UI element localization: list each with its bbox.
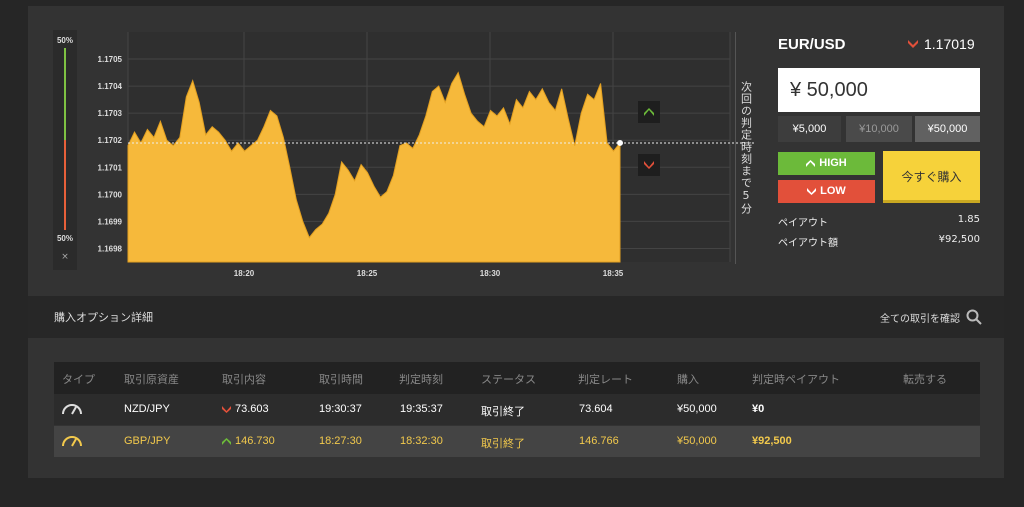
col-asset: 取引原資産: [124, 373, 179, 386]
y-tick-label: 1.1700: [98, 190, 123, 199]
row-expiry: 19:35:37: [400, 403, 443, 415]
row-time: 19:30:37: [319, 403, 362, 415]
row-payout: ¥92,500: [752, 435, 792, 447]
col-type: タイプ: [62, 373, 95, 386]
high-arrow-icon: [644, 108, 654, 116]
y-tick-label: 1.1702: [98, 136, 123, 145]
col-time: 取引時間: [319, 373, 363, 386]
sentiment-bottom-label: 50%: [56, 234, 73, 243]
row-rate: 73.604: [579, 403, 613, 415]
y-tick-label: 1.1703: [98, 109, 123, 118]
row-expiry: 18:32:30: [400, 435, 443, 447]
buy-now-button[interactable]: 今すぐ購入: [883, 151, 980, 203]
row-status: 取引終了: [481, 438, 525, 450]
gauge-icon: [62, 436, 82, 447]
details-header: [28, 296, 1004, 338]
y-tick-label: 1.1699: [98, 217, 123, 226]
low-arrow-icon: [807, 187, 817, 195]
row-rate: 146.766: [579, 435, 619, 447]
high-button[interactable]: HIGH: [778, 152, 875, 175]
col-resell: 転売する: [903, 373, 947, 386]
row-time: 18:27:30: [319, 435, 362, 447]
current-rate: 1.17019: [908, 36, 975, 52]
row-content: 73.603: [222, 403, 269, 415]
gauge-icon: [62, 404, 82, 415]
y-tick-label: 1.1698: [98, 244, 123, 253]
chart-high-button[interactable]: [638, 101, 660, 123]
col-status: ステータス: [481, 373, 536, 386]
table-row[interactable]: [54, 426, 980, 457]
search-icon: [966, 309, 982, 325]
low-arrow-icon: [222, 405, 231, 413]
payout-amount-row: ペイアウト額 ¥92,500: [778, 234, 980, 249]
x-tick-label: 18:20: [234, 269, 255, 278]
high-arrow-icon: [806, 159, 816, 167]
col-buy: 購入: [677, 373, 699, 386]
chart-low-button[interactable]: [638, 154, 660, 176]
row-status: 取引終了: [481, 406, 525, 418]
row-buy: ¥50,000: [677, 403, 717, 415]
col-expiry: 判定時刻: [399, 373, 443, 386]
preset-50000-button[interactable]: ¥50,000: [915, 116, 980, 142]
price-area: [127, 71, 621, 263]
col-payout: 判定時ペイアウト: [752, 373, 840, 386]
close-icon[interactable]: ×: [61, 252, 69, 262]
preset-5000-button[interactable]: ¥5,000: [778, 116, 841, 142]
row-buy: ¥50,000: [677, 435, 717, 447]
deadline-countdown: 次回の判定時刻まで5分: [735, 32, 755, 264]
y-tick-label: 1.1704: [98, 82, 123, 91]
price-chart: 1.1705 1.1704 1.1703 1.1702 1.1701 1.1700 1.16…: [98, 32, 755, 278]
x-tick-label: 18:30: [480, 269, 501, 278]
x-tick-label: 18:35: [603, 269, 624, 278]
asset-pair: EUR/USD: [778, 36, 846, 53]
low-button[interactable]: LOW: [778, 180, 875, 203]
payout-row: ペイアウト 1.85: [778, 214, 980, 229]
table-header: [54, 362, 980, 394]
row-asset: GBP/JPY: [124, 435, 171, 447]
row-payout: ¥0: [752, 403, 765, 415]
all-trades-link[interactable]: 全ての取引を確認: [880, 309, 982, 325]
x-tick-label: 18:25: [357, 269, 378, 278]
row-asset: NZD/JPY: [124, 403, 170, 415]
table-row[interactable]: [54, 394, 980, 425]
col-content: 取引内容: [222, 373, 266, 386]
details-title: 購入オプション詳細: [54, 311, 153, 324]
sentiment-high-line: [64, 48, 66, 140]
down-arrow-icon: [908, 40, 918, 48]
y-tick-label: 1.1705: [98, 55, 123, 64]
current-price-dot: [617, 139, 623, 146]
col-rate: 判定レート: [578, 373, 633, 386]
amount-input[interactable]: ¥ 50,000: [778, 68, 980, 112]
low-arrow-icon: [644, 161, 654, 169]
sentiment-top-label: 50%: [56, 36, 73, 45]
sentiment-low-line: [64, 140, 66, 230]
y-tick-label: 1.1701: [98, 163, 123, 172]
row-content: 146.730: [222, 435, 275, 447]
preset-10000-button[interactable]: ¥10,000: [846, 116, 912, 142]
high-arrow-icon: [222, 437, 231, 445]
